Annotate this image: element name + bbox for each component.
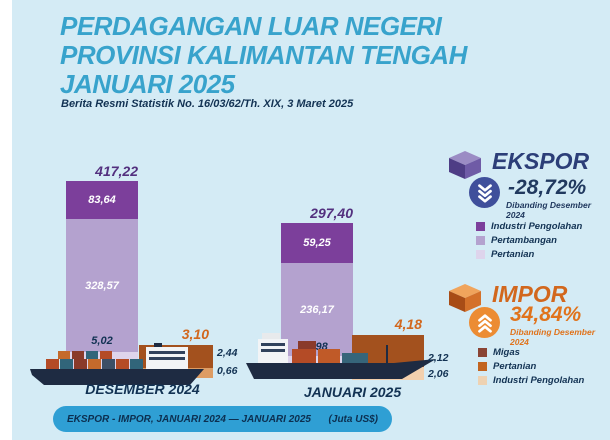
- impor-legend-label: Industri Pengolahan: [493, 374, 585, 386]
- impor-legend-swatch-industri: [478, 375, 487, 385]
- ekspor-panel-title: EKSPOR: [492, 148, 590, 174]
- impor-legend-label: Pertanian: [493, 360, 537, 372]
- dec-ekspor-seg1-value: 83,64: [88, 194, 116, 206]
- ekspor-legend-swatch-pertambangan: [476, 235, 485, 245]
- impor-increase-icon: [469, 307, 500, 338]
- impor-legend-item: Pertanian: [478, 360, 584, 372]
- impor-legend-swatch-pertanian: [478, 361, 487, 371]
- dec-impor-seg2-value: 0,66: [217, 365, 238, 377]
- jan-ekspor-seg-pertambangan: 236,17: [281, 263, 353, 356]
- impor-legend-item: Migas: [478, 346, 584, 358]
- jan-ekspor-seg2-value: 236,17: [300, 303, 334, 316]
- release-subtitle: Berita Resmi Statistik No. 16/03/62/Th. …: [61, 98, 354, 110]
- impor-legend-swatch-migas: [478, 347, 487, 357]
- title-line-1: PERDAGANGAN LUAR NEGERI: [60, 11, 442, 41]
- ekspor-legend-swatch-pertanian: [476, 249, 485, 259]
- impor-box-icon: [449, 284, 481, 312]
- dec-ekspor-seg3-value: 5,02: [91, 335, 113, 347]
- ekspor-legend: Industri Pengolahan Pertambangan Pertani…: [476, 220, 583, 260]
- title-line-3: JANUARI 2025: [60, 69, 235, 99]
- dec-impor-total: 3,10: [181, 326, 209, 342]
- jan-impor-seg2-value: 2,06: [428, 368, 449, 380]
- impor-legend-label: Migas: [493, 346, 520, 358]
- impor-change-value: 34,84%: [510, 303, 582, 326]
- page-title: PERDAGANGAN LUAR NEGERI PROVINSI KALIMAN…: [60, 12, 467, 99]
- ekspor-decrease-icon: [469, 177, 500, 208]
- dec-ekspor-seg2-value: 328,57: [85, 279, 119, 292]
- title-line-2: PROVINSI KALIMANTAN TENGAH: [60, 40, 467, 70]
- dec-impor-seg1-value: 2,44: [217, 347, 238, 359]
- jan-ekspor-seg1-value: 59,25: [303, 237, 331, 249]
- dec-ekspor-seg-pertambangan: 328,57: [66, 219, 138, 352]
- cargo-ship-icon: [30, 343, 204, 385]
- ekspor-legend-swatch-industri: [476, 221, 485, 231]
- ekspor-change-value: -28,72%: [508, 176, 587, 199]
- dec-month-label: DESEMBER 2024: [85, 381, 200, 397]
- ekspor-legend-item: Pertanian: [476, 248, 582, 260]
- footer-unit-label: (Juta US$): [328, 413, 378, 425]
- ekspor-legend-label: Pertanian: [491, 248, 535, 260]
- jan-impor-seg1-value: 2,12: [428, 352, 449, 364]
- jan-ekspor-seg-industri: 59,25: [281, 223, 353, 263]
- dec-ekspor-total: 417,22: [95, 163, 138, 179]
- ekspor-change-note: Dibanding Desember 2024: [506, 200, 592, 220]
- ekspor-legend-item: Pertambangan: [476, 234, 582, 246]
- impor-change-note: Dibanding Desember 2024: [510, 327, 596, 347]
- jan-impor-total: 4,18: [394, 316, 422, 332]
- impor-panel-title: IMPOR: [492, 281, 568, 307]
- ekspor-legend-label: Industri Pengolahan: [491, 220, 583, 232]
- chevrons-down-icon: [477, 183, 492, 203]
- ekspor-box-icon: [449, 151, 481, 179]
- footer-caption-pill: EKSPOR - IMPOR, JANUARI 2024 — JANUARI 2…: [53, 406, 392, 432]
- dec-ekspor-seg-industri: 83,64: [66, 181, 138, 219]
- impor-legend: Migas Pertanian Industri Pengolahan: [478, 346, 585, 386]
- chevrons-up-icon: [477, 313, 492, 333]
- jan-month-label: JANUARI 2025: [303, 384, 402, 400]
- ekspor-legend-item: Industri Pengolahan: [476, 220, 583, 232]
- footer-caption-text: EKSPOR - IMPOR, JANUARI 2024 — JANUARI 2…: [67, 413, 311, 425]
- left-margin-strip: [0, 0, 12, 440]
- jan-ekspor-total: 297,40: [310, 205, 353, 221]
- tugboat-ship-icon: [246, 333, 436, 379]
- ekspor-legend-label: Pertambangan: [491, 234, 557, 246]
- impor-legend-item: Industri Pengolahan: [478, 374, 585, 386]
